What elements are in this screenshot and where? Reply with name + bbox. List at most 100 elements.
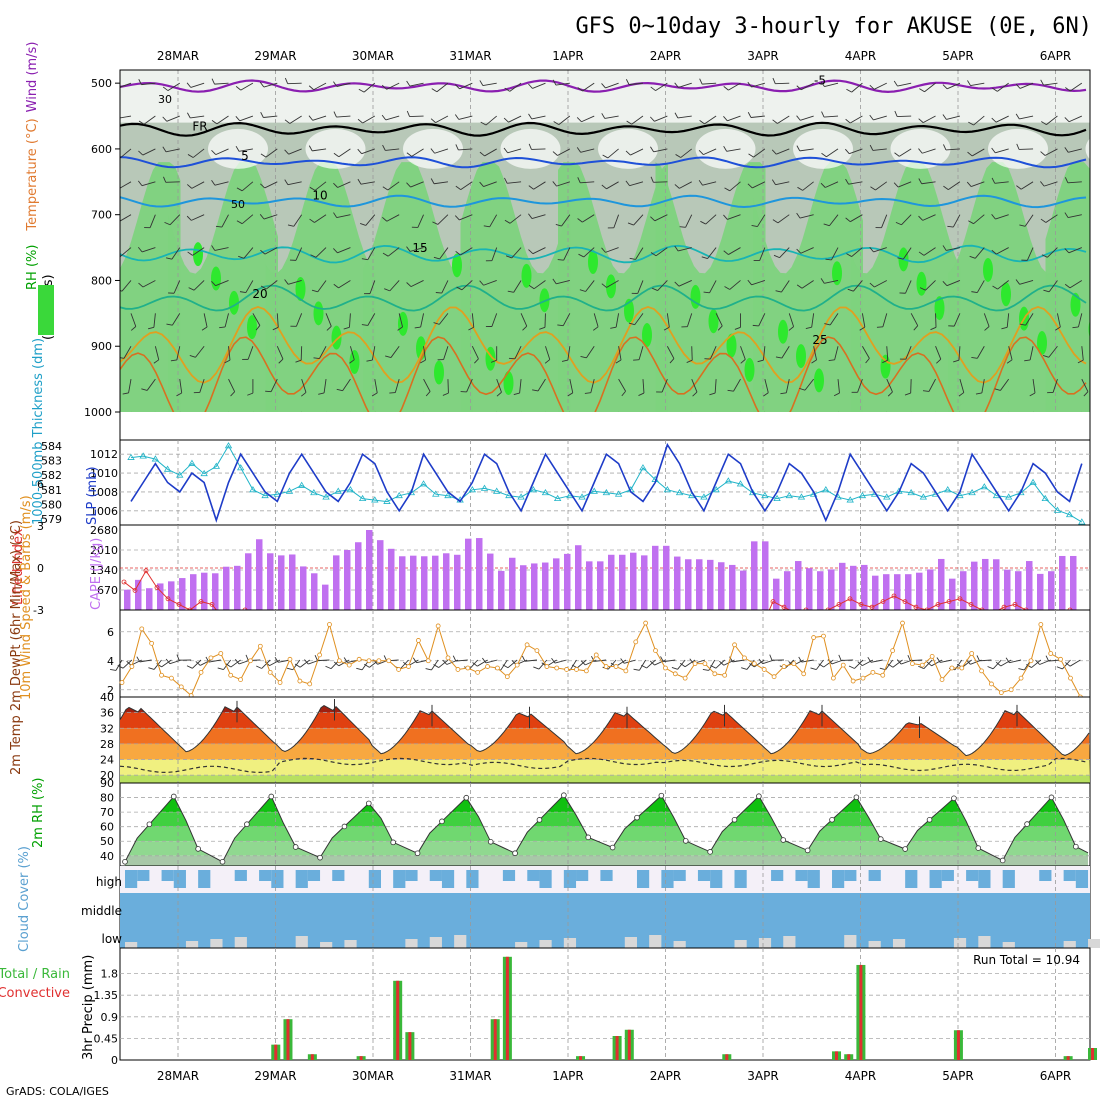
wind-barb — [772, 119, 778, 124]
wind10m-barb — [551, 657, 556, 664]
wind-barb — [471, 313, 475, 328]
wind-barb — [552, 181, 557, 187]
wind-barb — [953, 313, 961, 327]
wind-barb — [726, 148, 741, 152]
date-label-bottom: 6APR — [1040, 1069, 1071, 1083]
wind-barb — [557, 148, 571, 156]
thickness-tick: 584 — [41, 440, 62, 453]
wind-barb — [1043, 82, 1058, 86]
wind-barb — [381, 84, 387, 90]
wind-barb — [142, 148, 156, 156]
cape-bar — [542, 562, 549, 610]
lifted-index-point — [176, 602, 182, 607]
wind-barb — [521, 411, 522, 412]
wind-barb — [942, 245, 947, 251]
rh-shade-bright — [832, 261, 842, 286]
wind-speed-point — [178, 684, 184, 690]
wind-barb — [513, 280, 522, 293]
wind-barb — [850, 115, 863, 124]
wind10m-barb — [896, 659, 902, 665]
wind-barb — [701, 256, 708, 260]
cloud-high-bar — [466, 870, 479, 888]
thickness-point — [151, 455, 160, 462]
wind-speed-point — [277, 680, 283, 685]
wind-barb — [723, 86, 729, 91]
wind-barb — [904, 392, 911, 396]
wind-barb — [1069, 82, 1083, 92]
thickness-point — [797, 493, 806, 500]
wind-barb — [406, 182, 411, 188]
wind-barb — [141, 82, 156, 86]
cloud-high-bar — [636, 870, 650, 888]
precip-tick: 0.45 — [94, 1032, 119, 1045]
wind-barb — [733, 378, 741, 392]
thickness-point — [273, 490, 281, 497]
rh2m-tick: 50 — [100, 835, 114, 848]
rh2m-point — [439, 818, 445, 825]
wind10m-barb — [1018, 668, 1025, 671]
wind-barb — [482, 82, 497, 87]
wind-barb — [740, 359, 746, 364]
cloud-low-bar — [868, 941, 881, 948]
thickness-point — [773, 494, 781, 502]
wind-barb — [442, 392, 449, 396]
wind-barb — [247, 346, 254, 360]
cape-bar — [1015, 571, 1022, 610]
rh-shade-green — [363, 162, 473, 412]
wind-barb — [714, 379, 717, 394]
cape-bar — [630, 552, 637, 610]
cape-bar — [146, 588, 153, 610]
rh2m-point — [365, 800, 372, 807]
cape-bar — [828, 569, 835, 610]
wind10m-barb — [926, 661, 932, 667]
wind-barb — [788, 313, 795, 327]
date-label-bottom: 5APR — [942, 1069, 973, 1083]
wind-speed-point — [139, 626, 145, 632]
wind-barb — [509, 214, 522, 224]
wind-speed-point — [860, 675, 866, 681]
wind10m-barb — [870, 659, 883, 663]
wind-barb — [1000, 378, 1010, 391]
thickness-point — [1029, 478, 1037, 485]
rh2m-point — [195, 846, 201, 852]
cape-tick: 1340 — [90, 564, 118, 577]
wind-barb — [797, 186, 803, 191]
wind10m-barb — [455, 659, 468, 662]
cloud-high-label: high — [96, 875, 122, 889]
cape-bar — [432, 555, 439, 610]
cloud-high-bar — [198, 870, 211, 888]
slp-tick: 1008 — [90, 486, 118, 499]
cloud-low-bar — [234, 937, 247, 948]
wind-barb — [692, 391, 698, 397]
thickness-point — [639, 464, 647, 471]
wind-barb — [678, 247, 692, 252]
wind-barb — [449, 425, 453, 429]
rh-shade-bright — [211, 266, 221, 291]
lifted-index-point — [902, 599, 908, 604]
cape-bar — [355, 542, 362, 610]
cloud-high-bar — [576, 870, 589, 881]
precip-bar-convective — [627, 1029, 631, 1060]
wind-barb — [148, 326, 155, 330]
cape-tick: 2680 — [90, 524, 118, 537]
wind-barb — [666, 346, 675, 359]
wind-barb — [642, 411, 644, 412]
wind-barb — [295, 247, 303, 261]
wind-barb — [911, 411, 912, 412]
wind-barb — [1046, 115, 1058, 126]
wind-barb — [638, 346, 644, 360]
cloud-high-bar — [929, 870, 942, 888]
wind-barb — [410, 181, 424, 188]
cloud-high-bar — [332, 870, 345, 881]
wind10m-barb — [684, 659, 696, 668]
wind-barb — [698, 180, 703, 186]
wind-barb — [513, 392, 520, 396]
wind10m-barb — [887, 663, 894, 668]
wind-barb — [674, 112, 679, 119]
wind-tick: 6 — [107, 626, 114, 639]
temp-line — [120, 705, 1090, 757]
wind-barb — [581, 115, 595, 123]
wind-barb — [605, 82, 619, 89]
wind-barb — [820, 278, 825, 284]
thickness-point — [761, 491, 769, 499]
